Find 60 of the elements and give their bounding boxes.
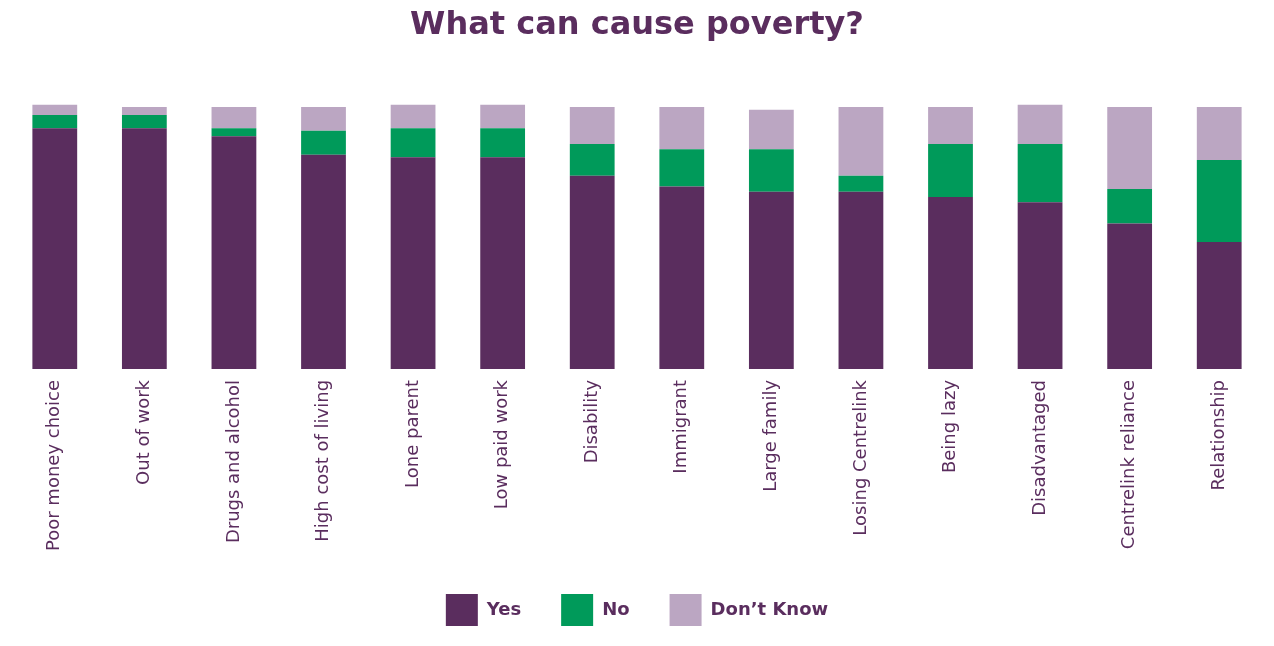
x-tick-label: Relationship xyxy=(1206,379,1228,491)
bar xyxy=(748,149,794,192)
bar xyxy=(1196,107,1242,160)
bar xyxy=(1107,223,1153,369)
bar xyxy=(301,154,346,369)
x-tick-label: Being lazy xyxy=(938,379,960,474)
bar xyxy=(928,144,973,197)
bar xyxy=(928,107,973,145)
bar xyxy=(748,109,794,150)
x-tick-label: Low paid work xyxy=(490,379,512,510)
legend-label: No xyxy=(602,597,630,619)
bar xyxy=(390,157,436,369)
chart-title: What can cause poverty? xyxy=(410,3,864,42)
bar xyxy=(301,107,346,131)
x-tick-label: Large family xyxy=(759,379,781,492)
bar xyxy=(838,191,884,369)
bar xyxy=(659,186,705,369)
bar xyxy=(211,107,257,129)
legend-label: Don’t Know xyxy=(710,597,829,619)
bar xyxy=(211,136,257,369)
bar xyxy=(1017,202,1063,369)
x-tick-label: Immigrant xyxy=(669,379,691,474)
x-tick-label: Drugs and alcohol xyxy=(221,379,243,544)
legend-label: Yes xyxy=(485,597,522,619)
x-tick-label: Lone parent xyxy=(400,379,422,488)
bar xyxy=(301,130,346,155)
bar xyxy=(659,149,705,187)
x-tick-label: High cost of living xyxy=(311,379,333,542)
bar xyxy=(838,107,884,176)
bar xyxy=(211,128,257,137)
bar xyxy=(480,104,526,129)
bar xyxy=(838,175,884,192)
x-tick-label: Out of work xyxy=(132,379,154,485)
bar xyxy=(390,128,436,158)
bar xyxy=(928,196,973,369)
bar xyxy=(748,191,794,369)
bar xyxy=(1107,107,1153,190)
x-tick-label: Poor money choice xyxy=(42,379,64,552)
bar xyxy=(1107,189,1153,224)
bar xyxy=(1017,104,1063,145)
x-tick-label: Centrelink reliance xyxy=(1117,379,1139,550)
bar xyxy=(32,128,78,369)
bar xyxy=(1196,241,1242,369)
bar xyxy=(1017,144,1063,203)
bar xyxy=(569,144,615,176)
x-tick-label: Disability xyxy=(579,379,601,464)
bar xyxy=(569,175,615,369)
x-tick-label: Disadvantaged xyxy=(1027,379,1049,516)
bar xyxy=(659,107,705,150)
bar xyxy=(32,104,78,115)
bar xyxy=(1196,159,1242,242)
bar xyxy=(121,107,167,115)
bar xyxy=(121,114,167,129)
bar xyxy=(480,128,526,158)
bar xyxy=(480,157,526,369)
bar xyxy=(121,128,167,369)
bar xyxy=(569,107,615,145)
bar xyxy=(32,114,78,129)
bar xyxy=(390,104,436,129)
x-tick-label: Losing Centrelink xyxy=(848,379,870,536)
